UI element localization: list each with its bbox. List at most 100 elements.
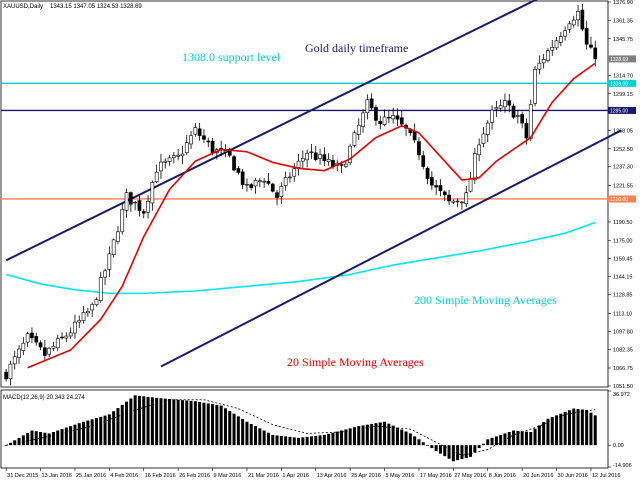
macd-bar <box>86 420 90 446</box>
candle <box>184 134 189 156</box>
candle <box>236 165 241 175</box>
candle <box>258 177 262 188</box>
macd-bar <box>477 445 481 449</box>
time-axis-label: 26 Feb 2016 <box>179 473 210 479</box>
macd-bar <box>593 415 597 446</box>
macd-bar <box>327 433 331 446</box>
macd-bar <box>168 399 172 446</box>
macd-bar <box>146 396 150 446</box>
macd-bar <box>284 436 288 446</box>
macd-bar <box>370 423 374 446</box>
macd-bar <box>172 399 176 446</box>
candle <box>460 200 464 210</box>
candle <box>172 151 176 164</box>
candle <box>417 137 421 161</box>
time-axis-label: 5 May 2016 <box>386 473 415 479</box>
macd-bar <box>512 430 516 446</box>
price-axis-label: 1051.50 <box>613 384 633 390</box>
macd-bar <box>451 445 455 462</box>
candle <box>485 120 490 143</box>
candle <box>288 172 292 183</box>
candle <box>103 268 107 285</box>
macd-bar <box>576 409 580 446</box>
macd-bar <box>421 442 425 446</box>
chart-header-ohlc: 1343.15 1347.05 1324.53 1328.69 <box>50 4 142 10</box>
candle <box>382 109 387 127</box>
macd-bar <box>258 428 262 446</box>
macd-bar <box>185 400 189 446</box>
time-axis-label: 13 Apr 2016 <box>317 473 347 479</box>
macd-bar <box>202 402 206 446</box>
macd-bar <box>400 429 404 446</box>
candle <box>571 15 576 28</box>
macd-bar <box>580 409 584 446</box>
sma20-line <box>27 62 596 369</box>
candle <box>301 150 305 170</box>
macd-bar <box>464 445 468 458</box>
time-axis-label: 9 Mar 2016 <box>214 473 242 479</box>
macd-bar <box>542 422 546 446</box>
price-panel <box>0 0 609 388</box>
candle <box>541 54 546 69</box>
macd-bar <box>413 436 417 446</box>
macd-bar <box>546 418 550 446</box>
macd-bar <box>404 431 408 446</box>
macd-bar <box>189 400 193 446</box>
candle <box>593 40 598 67</box>
macd-bar <box>292 437 296 446</box>
macd-bar <box>180 400 184 446</box>
candle <box>163 158 168 169</box>
candle <box>391 107 395 124</box>
candle <box>447 190 451 205</box>
price-level-tag-label: 1210.00 <box>610 197 628 203</box>
candle <box>546 48 550 63</box>
candle <box>146 195 150 219</box>
candle <box>68 327 73 339</box>
time-axis-label: 8 Jun 2016 <box>489 473 516 479</box>
time-axis-label: 25 Jan 2016 <box>76 473 106 479</box>
macd-bar <box>447 445 451 459</box>
candle <box>81 306 86 324</box>
candle <box>133 200 137 211</box>
candle <box>25 331 30 347</box>
candle <box>348 143 352 166</box>
price-axis-label: 1113.10 <box>613 311 632 317</box>
candle <box>176 148 180 161</box>
macd-bar <box>30 430 34 446</box>
candle <box>533 66 537 107</box>
candle <box>279 182 284 204</box>
macd-bar <box>223 408 227 446</box>
candle <box>455 198 460 208</box>
price-axis-label: 1097.80 <box>613 329 633 335</box>
candle <box>51 342 56 351</box>
macd-bar <box>275 435 279 446</box>
macd-bar <box>163 398 167 446</box>
macd-bar <box>589 412 593 446</box>
candle <box>292 162 297 182</box>
macd-bar <box>198 401 202 446</box>
macd-bar <box>533 428 537 446</box>
candle <box>490 105 494 130</box>
candle <box>55 334 60 352</box>
macd-bar <box>228 410 232 446</box>
price-axis-label: 1299.15 <box>613 92 633 98</box>
macd-bar <box>357 426 361 446</box>
macd-bar <box>555 415 559 446</box>
candle <box>511 103 516 119</box>
candle <box>17 345 21 364</box>
macd-bar <box>99 416 103 446</box>
macd-bar <box>395 427 399 446</box>
candle <box>232 154 236 172</box>
macd-bar <box>77 423 81 446</box>
macd-bar <box>94 418 98 446</box>
candle <box>563 26 567 41</box>
candle <box>275 189 279 206</box>
macd-bar <box>383 421 387 446</box>
candle <box>120 203 125 235</box>
macd-bar <box>266 432 270 446</box>
macd-bar <box>236 416 240 446</box>
macd-bar <box>486 439 490 446</box>
time-axis-label: 30 Jun 2016 <box>558 473 588 479</box>
macd-bar <box>481 443 485 446</box>
candle <box>60 332 64 340</box>
